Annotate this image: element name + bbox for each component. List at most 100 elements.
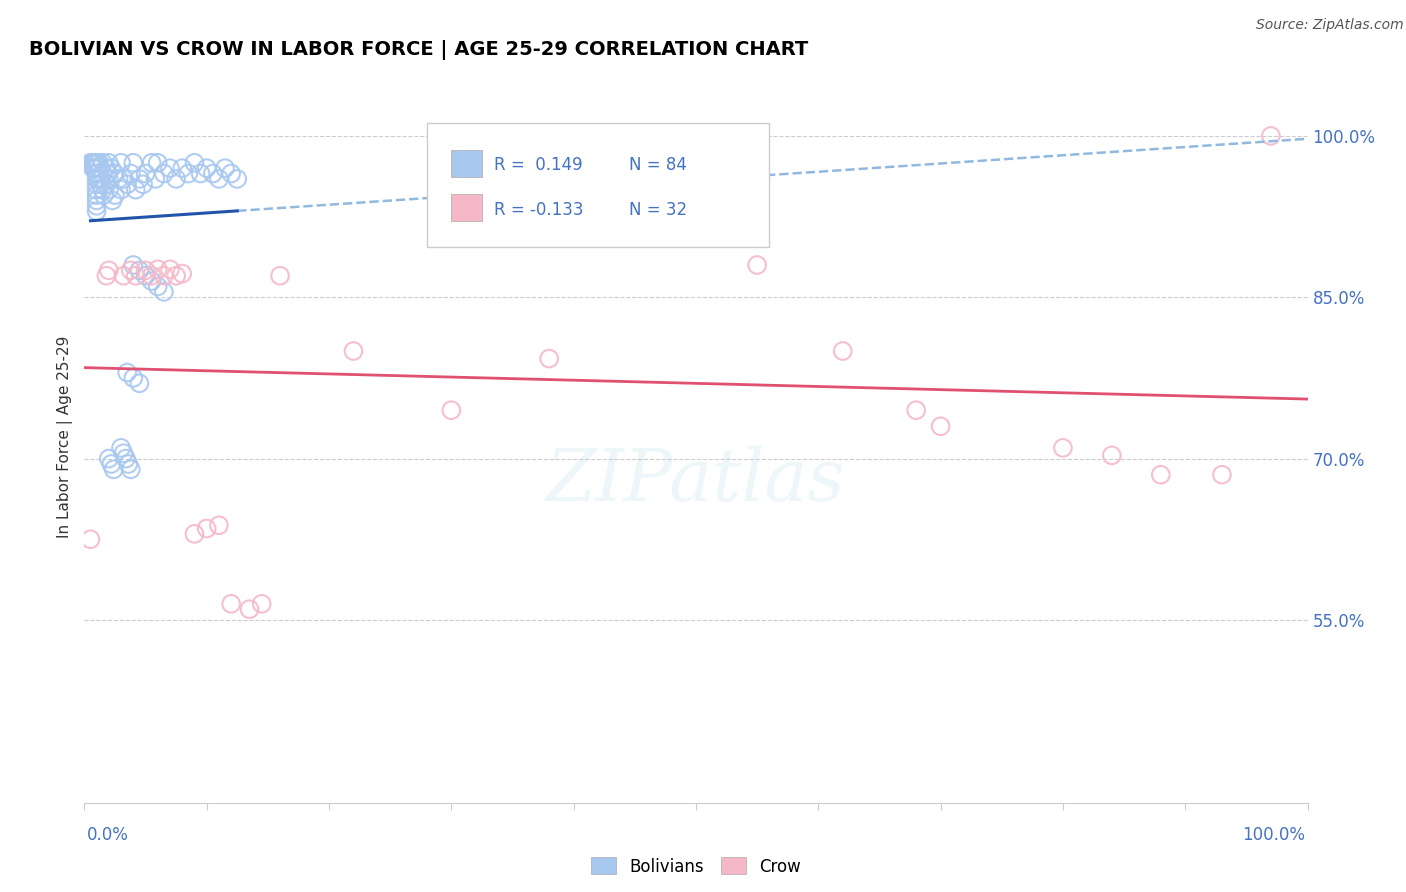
Point	[141, 274, 163, 288]
Point	[177, 167, 200, 181]
Point	[115, 178, 138, 192]
Point	[214, 161, 236, 176]
Point	[86, 199, 108, 213]
Point	[141, 156, 163, 170]
Point	[97, 263, 120, 277]
Text: Source: ZipAtlas.com: Source: ZipAtlas.com	[1256, 18, 1403, 31]
Text: BOLIVIAN VS CROW IN LABOR FORCE | AGE 25-29 CORRELATION CHART: BOLIVIAN VS CROW IN LABOR FORCE | AGE 25…	[30, 39, 808, 60]
Point	[159, 161, 181, 176]
Point	[219, 167, 242, 181]
Point	[96, 178, 118, 192]
Point	[104, 188, 127, 202]
Point	[141, 268, 163, 283]
Point	[1101, 449, 1123, 463]
FancyBboxPatch shape	[451, 150, 482, 178]
Point	[86, 161, 108, 176]
Point	[159, 262, 181, 277]
Point	[132, 178, 155, 192]
Point	[165, 172, 187, 186]
Text: R = -0.133: R = -0.133	[494, 202, 583, 219]
Point	[82, 161, 104, 176]
Legend: Bolivians, Crow: Bolivians, Crow	[585, 851, 807, 882]
Text: 0.0%: 0.0%	[87, 826, 129, 844]
Point	[86, 178, 108, 192]
Point	[153, 285, 176, 299]
Point	[93, 188, 115, 202]
Point	[84, 161, 107, 176]
Point	[146, 279, 169, 293]
Point	[208, 518, 231, 533]
Point	[103, 462, 125, 476]
Point	[115, 366, 138, 380]
Point	[190, 167, 212, 181]
Point	[208, 172, 231, 186]
Point	[86, 194, 108, 208]
Point	[125, 183, 148, 197]
Point	[219, 597, 242, 611]
Text: ZIPatlas: ZIPatlas	[546, 446, 846, 516]
Point	[172, 267, 194, 281]
Point	[86, 183, 108, 197]
Point	[110, 156, 132, 170]
Point	[128, 376, 150, 391]
Point	[110, 441, 132, 455]
Point	[440, 403, 463, 417]
Point	[86, 172, 108, 186]
Point	[929, 419, 952, 434]
Point	[201, 167, 224, 181]
Text: 100.0%: 100.0%	[1241, 826, 1305, 844]
Point	[747, 258, 769, 272]
Point	[1211, 467, 1233, 482]
Point	[86, 167, 108, 181]
Point	[342, 344, 364, 359]
Point	[165, 268, 187, 283]
Point	[120, 167, 142, 181]
Point	[110, 183, 132, 197]
Point	[87, 172, 110, 186]
Point	[1150, 467, 1173, 482]
Point	[122, 156, 145, 170]
Point	[107, 172, 129, 186]
Point	[79, 156, 101, 170]
Point	[90, 172, 112, 186]
Point	[97, 183, 120, 197]
Text: N = 32: N = 32	[628, 202, 686, 219]
Point	[100, 161, 122, 176]
Point	[91, 156, 114, 170]
Point	[104, 167, 127, 181]
Point	[82, 156, 104, 170]
Point	[135, 263, 157, 277]
Point	[153, 167, 176, 181]
Point	[125, 268, 148, 283]
Point	[195, 161, 218, 176]
Point	[100, 457, 122, 471]
Point	[89, 161, 111, 176]
Point	[117, 457, 139, 471]
Point	[86, 204, 108, 219]
Point	[153, 268, 176, 283]
Point	[120, 263, 142, 277]
Point	[1052, 441, 1074, 455]
Point	[112, 268, 135, 283]
Point	[86, 167, 108, 181]
Point	[122, 371, 145, 385]
Point	[269, 268, 291, 283]
Point	[112, 172, 135, 186]
Point	[1260, 128, 1282, 143]
Point	[97, 172, 120, 186]
Point	[250, 597, 273, 611]
Text: R =  0.149: R = 0.149	[494, 156, 582, 174]
Point	[143, 172, 166, 186]
Point	[87, 156, 110, 170]
Point	[112, 446, 135, 460]
Point	[97, 451, 120, 466]
Point	[89, 178, 111, 192]
Point	[135, 268, 157, 283]
Point	[183, 156, 205, 170]
Point	[238, 602, 260, 616]
Point	[538, 351, 561, 366]
Point	[84, 156, 107, 170]
Point	[96, 268, 118, 283]
Y-axis label: In Labor Force | Age 25-29: In Labor Force | Age 25-29	[58, 336, 73, 538]
Text: N = 84: N = 84	[628, 156, 686, 174]
